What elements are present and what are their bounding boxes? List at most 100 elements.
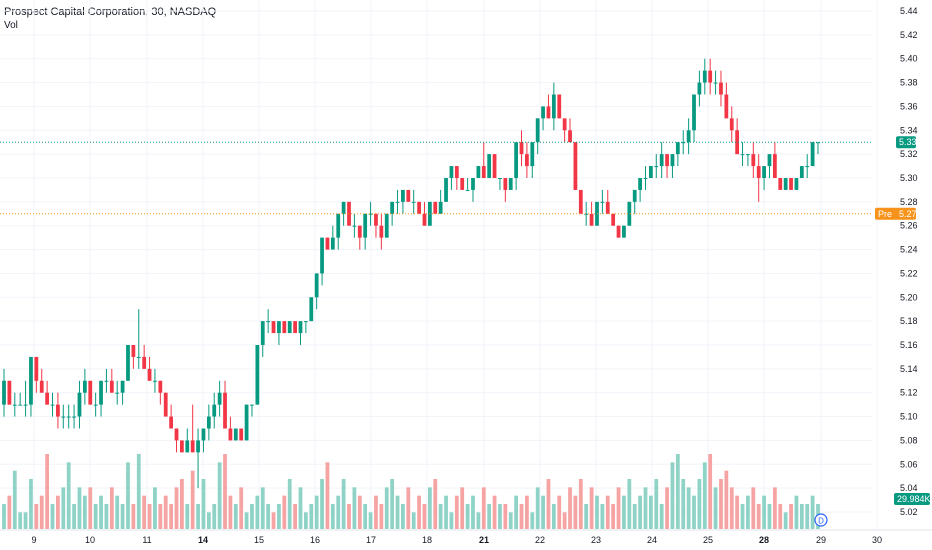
volume-bar bbox=[578, 479, 583, 529]
volume-bar bbox=[724, 470, 729, 529]
candle-body bbox=[374, 213, 378, 226]
volume-bar bbox=[320, 479, 324, 529]
candle-body bbox=[325, 237, 330, 250]
volume-bar bbox=[45, 454, 50, 529]
candle-body bbox=[163, 392, 168, 417]
y-tick-label: 5.22 bbox=[900, 268, 918, 278]
y-tick-label: 5.08 bbox=[900, 435, 918, 445]
volume-bar bbox=[810, 495, 815, 529]
volume-bar bbox=[18, 512, 23, 529]
candle-body bbox=[93, 404, 98, 406]
volume-bar bbox=[196, 504, 200, 529]
x-tick-label: 30 bbox=[872, 535, 882, 545]
volume-bar bbox=[476, 512, 481, 529]
y-tick-label: 5.04 bbox=[900, 483, 918, 493]
dividend-icon bbox=[814, 513, 828, 527]
candle-body bbox=[535, 118, 540, 143]
volume-bar bbox=[250, 504, 254, 529]
candle-body bbox=[61, 416, 66, 418]
volume-bar bbox=[406, 487, 411, 529]
candle-body bbox=[212, 404, 217, 417]
candle-body bbox=[320, 237, 324, 274]
candle-body bbox=[330, 237, 335, 250]
x-tick-label: 21 bbox=[479, 535, 489, 545]
y-tick-label: 5.02 bbox=[900, 507, 918, 517]
volume-bar bbox=[169, 504, 173, 529]
volume-bar bbox=[131, 504, 136, 529]
volume-bar bbox=[740, 504, 745, 529]
volume-bar bbox=[778, 504, 783, 529]
candle-body bbox=[762, 166, 766, 178]
candle-body bbox=[487, 154, 492, 178]
volume-bar bbox=[584, 504, 589, 529]
candle-body bbox=[525, 154, 529, 167]
volume-bar bbox=[379, 504, 384, 529]
volume-bar bbox=[401, 504, 405, 529]
volume-bar bbox=[82, 495, 87, 529]
volume-bar bbox=[136, 454, 141, 529]
candle-body bbox=[201, 428, 206, 441]
price-axis[interactable]: 5.44 5.42 5.40 5.38 5.36 5.34 5.32 5.30 5.28 5.26… bbox=[900, 6, 918, 517]
volume-bar bbox=[374, 495, 378, 529]
volume-bar bbox=[77, 487, 82, 529]
candle-body bbox=[794, 178, 799, 190]
volume-bar bbox=[142, 495, 147, 529]
candle-body bbox=[411, 201, 416, 203]
volume-bar bbox=[638, 495, 642, 529]
volume-bar bbox=[417, 495, 421, 529]
candle-body bbox=[799, 166, 804, 178]
volume-bar bbox=[530, 512, 535, 529]
candle-body bbox=[519, 142, 524, 155]
candle-body bbox=[142, 356, 147, 369]
candle-body bbox=[255, 345, 260, 405]
volume-bar bbox=[465, 504, 470, 529]
price-lines bbox=[0, 141, 872, 215]
volume-bar bbox=[449, 512, 454, 529]
candle-body bbox=[250, 404, 254, 406]
candle-body bbox=[228, 428, 233, 441]
volume-bar bbox=[217, 462, 222, 529]
x-tick-label: 28 bbox=[759, 535, 769, 545]
y-tick-label: 5.28 bbox=[900, 197, 918, 207]
candle-body bbox=[476, 166, 481, 178]
candle-body bbox=[131, 345, 136, 357]
volume-bar bbox=[643, 487, 648, 529]
candle-body bbox=[158, 380, 163, 393]
volume-bar bbox=[61, 487, 66, 529]
candle-body bbox=[686, 130, 691, 143]
volume-bar bbox=[454, 495, 459, 529]
candle-body bbox=[740, 154, 745, 156]
volume-bar bbox=[330, 504, 335, 529]
candle-body bbox=[659, 154, 664, 167]
volume-legend-label: Vol bbox=[4, 20, 18, 31]
volume-bar bbox=[702, 462, 707, 529]
volume-bar bbox=[665, 487, 669, 529]
volume-bar bbox=[352, 487, 357, 529]
volume-bar bbox=[244, 512, 249, 529]
volume-bar bbox=[595, 495, 599, 529]
volume-bar bbox=[39, 495, 44, 529]
y-tick-label: 5.42 bbox=[900, 30, 918, 40]
candle-body bbox=[508, 178, 513, 190]
volume-bar bbox=[783, 512, 788, 529]
x-tick-label: 24 bbox=[647, 535, 657, 545]
candle-body bbox=[239, 428, 244, 441]
candle-body bbox=[471, 178, 475, 190]
candle-body bbox=[654, 166, 659, 168]
candle-body bbox=[88, 380, 93, 405]
candle-body bbox=[169, 416, 173, 429]
candle-body bbox=[783, 178, 788, 190]
candle-body bbox=[395, 201, 400, 203]
candle-body bbox=[120, 380, 125, 393]
time-axis[interactable]: 9 10 11 14 15 16 17 18 21 22 23 24 25 28 29 30 bbox=[31, 535, 882, 545]
volume-bar bbox=[794, 495, 799, 529]
candle-body bbox=[616, 225, 621, 238]
candle-body bbox=[751, 154, 756, 167]
volume-bar bbox=[686, 487, 691, 529]
candle-body bbox=[816, 142, 820, 144]
volume-bar bbox=[508, 512, 513, 529]
volume-bar bbox=[632, 504, 637, 529]
candle-body bbox=[530, 142, 535, 167]
candle-body bbox=[433, 201, 438, 214]
